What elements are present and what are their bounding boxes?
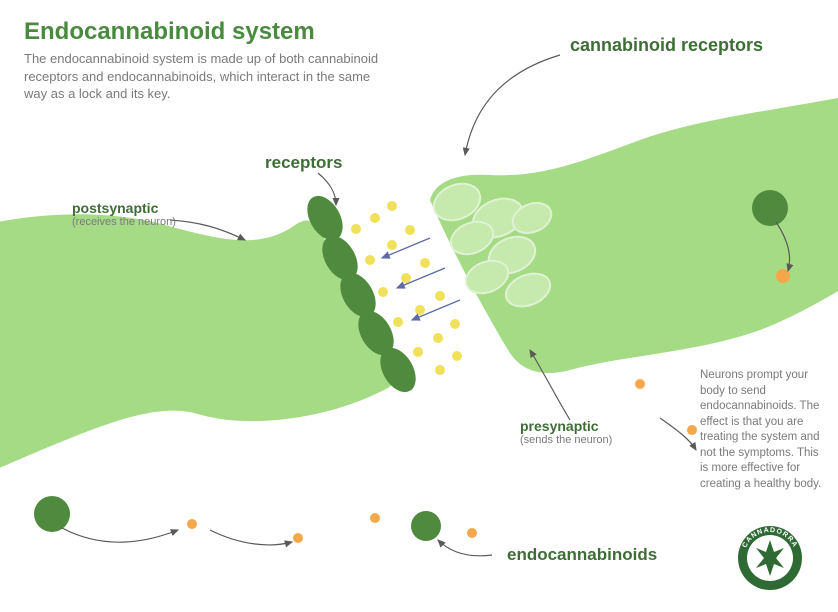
label-endocannabinoids: endocannabinoids <box>507 545 657 565</box>
endocannabinoid-dot <box>387 240 397 250</box>
legend-text: Neurons prompt your body to send endocan… <box>700 368 824 492</box>
pointer-endocannabinoids <box>438 540 492 556</box>
label-presynaptic: presynaptic <box>520 418 612 434</box>
endocannabinoid-dot <box>420 258 430 268</box>
free-endocannabinoid <box>187 519 197 529</box>
free-neuron-dot <box>411 511 441 541</box>
free-neuron-dot <box>752 190 788 226</box>
label-cannabinoid-receptors: cannabinoid receptors <box>570 35 763 56</box>
endocannabinoid-dot <box>450 319 460 329</box>
free-endocannabinoid <box>687 425 697 435</box>
endocannabinoid-dot <box>365 255 375 265</box>
endocannabinoid-dot <box>401 273 411 283</box>
endocannabinoid-dot <box>435 291 445 301</box>
endocannabinoid-dot <box>351 224 361 234</box>
page-title: Endocannabinoid system <box>24 18 315 46</box>
pointer-free_bottom2 <box>210 530 292 545</box>
endocannabinoid-dot <box>378 287 388 297</box>
endocannabinoid-dot <box>433 333 443 343</box>
label-presynaptic-sub: (sends the neuron) <box>520 434 612 446</box>
endocannabinoid-dot <box>387 201 397 211</box>
label-postsynaptic: postsynaptic <box>72 200 176 216</box>
endocannabinoid-dot <box>405 225 415 235</box>
endocannabinoid-dot <box>393 317 403 327</box>
free-endocannabinoid <box>293 533 303 543</box>
endocannabinoid-dot <box>415 305 425 315</box>
endocannabinoid-dot <box>370 213 380 223</box>
label-postsynaptic-sub: (receives the neuron) <box>72 216 176 228</box>
label-receptors: receptors <box>265 153 342 173</box>
free-endocannabinoid <box>370 513 380 523</box>
endocannabinoid-dot <box>413 347 423 357</box>
brand-logo: CANNADORRA <box>738 526 802 590</box>
pointer-cannabinoid_receptors <box>465 55 560 155</box>
endocannabinoid-dot <box>435 365 445 375</box>
free-neuron-dot <box>34 496 70 532</box>
free-endocannabinoid <box>635 379 645 389</box>
endocannabinoid-dot <box>452 351 462 361</box>
page-description: The endocannabinoid system is made up of… <box>24 50 384 103</box>
free-endocannabinoid <box>467 528 477 538</box>
free-endocannabinoid <box>776 269 790 283</box>
pointer-free_bottom1 <box>62 528 178 542</box>
